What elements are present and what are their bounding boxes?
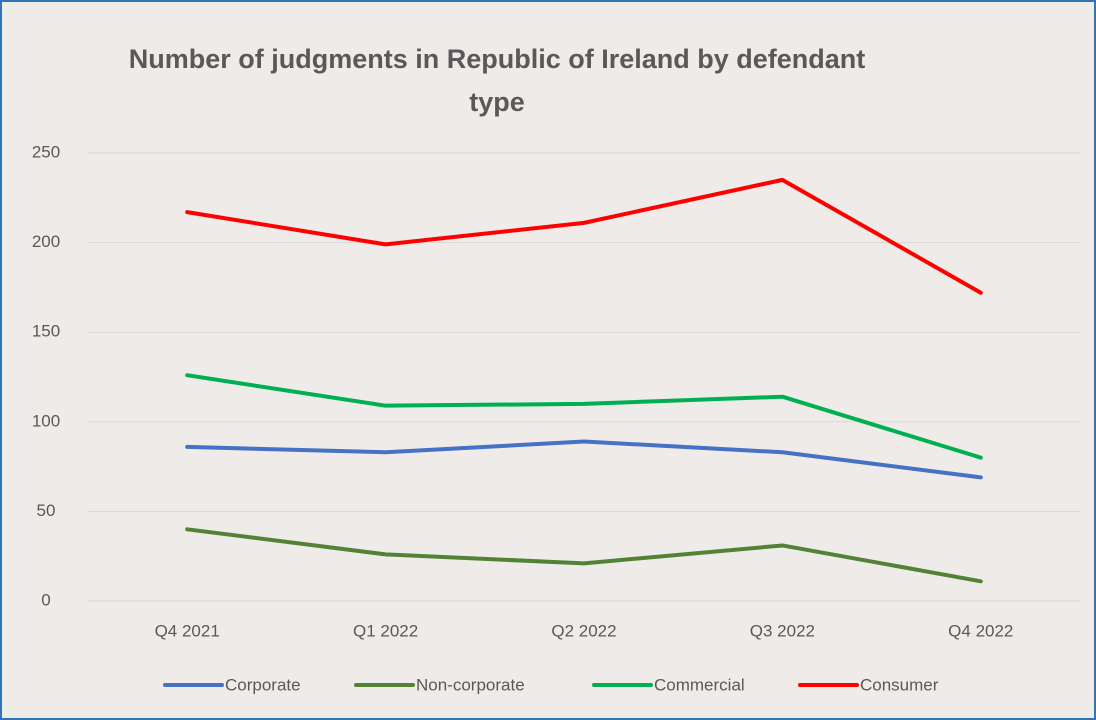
legend-label: Non-corporate [416,675,525,694]
legend-label: Commercial [654,675,745,694]
y-tick-label: 0 [41,590,50,609]
x-tick-label: Q2 2022 [551,621,616,640]
legend-label: Corporate [225,675,301,694]
series-line [185,527,983,584]
series-line [185,177,983,295]
y-tick-label: 250 [32,142,60,161]
x-tick-label: Q4 2021 [155,621,220,640]
x-tick-label: Q4 2022 [948,621,1013,640]
x-tick-label: Q1 2022 [353,621,418,640]
x-tick-label: Q3 2022 [750,621,815,640]
y-tick-label: 200 [32,232,60,251]
y-tick-label: 50 [37,501,56,520]
y-tick-label: 150 [32,322,60,341]
series-line [185,373,983,460]
series-line [185,439,983,480]
legend-label: Consumer [860,675,939,694]
y-tick-label: 100 [32,411,60,430]
chart-title: Number of judgments in Republic of Irela… [128,44,866,117]
